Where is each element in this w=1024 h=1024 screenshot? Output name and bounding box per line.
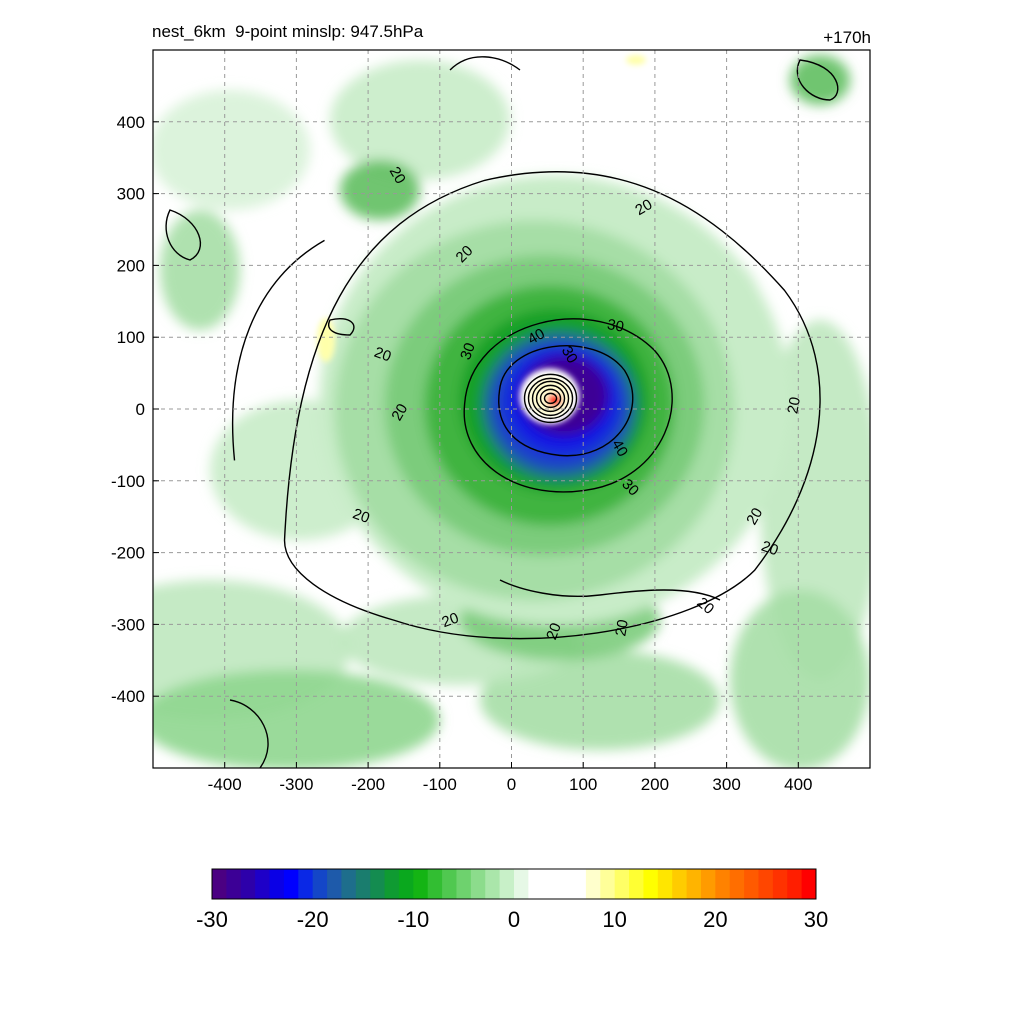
- y-axis: 400 300 200 100 0 -100 -200 -300 -400: [111, 113, 159, 706]
- colorbar-tick-label: 0: [508, 907, 520, 932]
- y-tick-label: 400: [117, 113, 145, 132]
- contour-label: 30: [457, 341, 479, 362]
- x-axis: -400 -300 -200 -100 0 100 200 300 400: [208, 762, 812, 794]
- colorbar-swatch: [729, 869, 745, 899]
- colorbar-swatch: [557, 869, 573, 899]
- colorbar-swatch: [657, 869, 673, 899]
- colorbar-swatch: [571, 869, 587, 899]
- contour-label: 20: [743, 505, 766, 528]
- colorbar-swatch: [442, 869, 457, 899]
- colorbar-swatch: [269, 869, 285, 899]
- x-tick-label: -100: [423, 775, 457, 794]
- contour-label: 30: [606, 316, 625, 336]
- colorbar-swatch: [240, 869, 256, 899]
- contour-label: 20: [543, 621, 565, 642]
- title-left: nest_6km 9-point minslp: 947.5hPa: [152, 22, 424, 41]
- wind-field-shading: [153, 55, 870, 768]
- colorbar: -30 -20 -10 0 10 20 30: [196, 868, 828, 932]
- colorbar-swatch: [283, 869, 299, 899]
- title-right: +170h: [823, 28, 871, 47]
- colorbar-tick-label: 10: [602, 907, 626, 932]
- colorbar-swatch: [744, 869, 759, 899]
- colorbar-swatch: [226, 869, 242, 899]
- colorbar-tick-label: -30: [196, 907, 228, 932]
- y-tick-label: -400: [111, 687, 145, 706]
- colorbar-tick-label: -20: [297, 907, 329, 932]
- x-tick-label: 200: [641, 775, 669, 794]
- x-tick-label: 400: [784, 775, 812, 794]
- colorbar-swatch: [528, 869, 544, 899]
- colorbar-swatch: [413, 869, 429, 899]
- colorbar-swatch: [341, 869, 357, 899]
- colorbar-swatch: [758, 869, 774, 899]
- x-tick-label: -400: [208, 775, 242, 794]
- colorbar-swatch: [672, 869, 688, 899]
- colorbar-swatch: [643, 869, 659, 899]
- colorbar-swatch: [212, 869, 227, 899]
- colorbar-swatch: [355, 869, 371, 899]
- y-tick-label: 100: [117, 328, 145, 347]
- contour-label: 20: [388, 401, 411, 424]
- contour-label: 20: [440, 609, 461, 631]
- colorbar-swatch: [485, 869, 501, 899]
- contour-lines: [165, 56, 839, 768]
- colorbar-swatch: [542, 869, 558, 899]
- colorbar-swatch: [614, 869, 630, 899]
- y-tick-label: 300: [117, 185, 145, 204]
- x-tick-label: 100: [569, 775, 597, 794]
- contour-label: 20: [612, 618, 632, 637]
- y-tick-label: -100: [111, 472, 145, 491]
- colorbar-swatch: [499, 869, 515, 899]
- contour-label: 20: [350, 505, 371, 527]
- colorbar-tick-label: 30: [804, 907, 828, 932]
- contour-label: 20: [632, 196, 655, 219]
- colorbar-swatch: [470, 869, 486, 899]
- colorbar-swatch: [456, 869, 472, 899]
- colorbar-swatch: [787, 869, 803, 899]
- colorbar-swatch: [700, 869, 716, 899]
- contour-label: 30: [558, 343, 581, 366]
- y-tick-label: 0: [136, 400, 145, 419]
- contour-label: 20: [372, 344, 393, 366]
- colorbar-swatch: [629, 869, 644, 899]
- colorbar-swatch: [298, 869, 314, 899]
- contour-label: 40: [608, 437, 631, 460]
- colorbar-tick-label: -10: [397, 907, 429, 932]
- colorbar-swatch: [600, 869, 616, 899]
- x-tick-label: 0: [507, 775, 516, 794]
- y-tick-label: 200: [117, 256, 145, 275]
- colorbar-swatch: [255, 869, 271, 899]
- colorbar-swatch: [384, 869, 400, 899]
- colorbar-swatch: [327, 869, 342, 899]
- colorbar-swatch: [772, 869, 788, 899]
- colorbar-swatch: [370, 869, 386, 899]
- contour-label: 20: [784, 396, 804, 415]
- colorbar-swatch: [715, 869, 731, 899]
- colorbar-swatch: [398, 869, 414, 899]
- colorbar-swatch: [312, 869, 328, 899]
- contour-label: 20: [759, 538, 780, 560]
- x-tick-label: 300: [712, 775, 740, 794]
- y-tick-label: -200: [111, 544, 145, 563]
- colorbar-swatch: [585, 869, 601, 899]
- x-tick-label: -200: [351, 775, 385, 794]
- colorbar-tick-label: 20: [703, 907, 727, 932]
- colorbar-swatch: [686, 869, 702, 899]
- contour-label: 40: [525, 325, 548, 348]
- y-tick-label: -300: [111, 615, 145, 634]
- colorbar-swatch: [427, 869, 443, 899]
- contour-label: 20: [386, 164, 409, 187]
- colorbar-swatch: [514, 869, 529, 899]
- colorbar-swatch: [801, 869, 817, 899]
- x-tick-label: -300: [279, 775, 313, 794]
